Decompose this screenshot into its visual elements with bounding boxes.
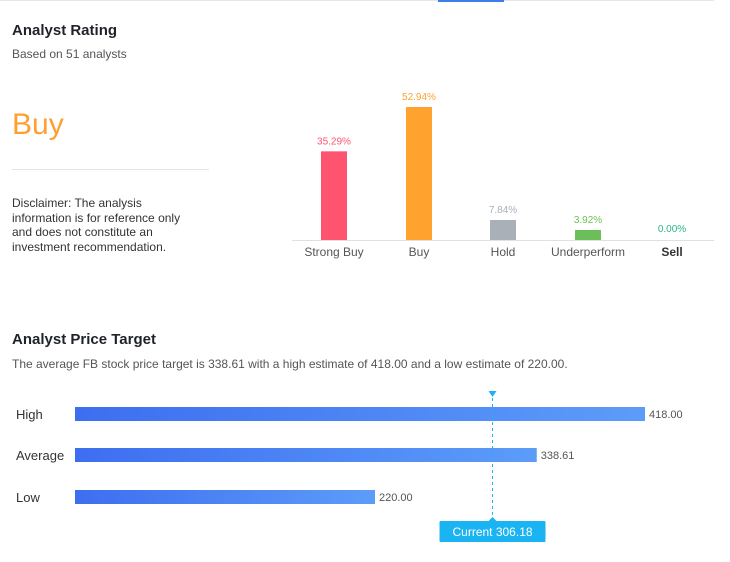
active-tab-indicator: [438, 0, 504, 2]
current-price-label: Current 306.18: [452, 525, 532, 539]
price-bar-high: [75, 407, 645, 421]
rating-value-label: 52.94%: [402, 92, 436, 103]
rating-bar-buy: [406, 107, 432, 240]
analyst-rating-title: Analyst Rating: [12, 22, 118, 39]
price-row-label-high: High: [16, 407, 43, 422]
rating-value-label: 0.00%: [658, 224, 686, 235]
current-price-pointer-icon: [488, 517, 497, 521]
price-row-label-average: Average: [16, 448, 64, 463]
analyst-count-subtitle: Based on 51 analysts: [12, 47, 127, 61]
rating-category-label: Strong Buy: [304, 245, 363, 259]
consensus-rating: Buy: [12, 108, 64, 141]
price-value-label: 338.61: [541, 450, 575, 462]
rating-value-label: 7.84%: [489, 205, 517, 216]
rating-category-label: Hold: [491, 245, 516, 259]
current-price-marker-icon: [488, 391, 497, 397]
rating-bar-strong-buy: [321, 151, 347, 240]
rating-category-label: Buy: [409, 245, 430, 259]
rating-category-label: Sell: [661, 245, 682, 259]
rating-divider: [12, 169, 209, 170]
current-price-badge: [439, 521, 546, 542]
disclaimer-text: Disclaimer: The analysis information is …: [12, 196, 181, 254]
price-bar-average: [75, 448, 537, 462]
price-bar-low: [75, 490, 375, 504]
rating-value-label: 35.29%: [317, 136, 351, 147]
price-target-description: The average FB stock price target is 338…: [12, 357, 568, 371]
price-target-title: Analyst Price Target: [12, 331, 156, 348]
price-value-label: 418.00: [649, 409, 683, 421]
rating-bar-underperform: [575, 230, 601, 240]
rating-value-label: 3.92%: [574, 215, 602, 226]
rating-bar-hold: [490, 220, 516, 240]
top-divider: [0, 0, 714, 1]
price-value-label: 220.00: [379, 492, 413, 504]
rating-category-label: Underperform: [551, 245, 625, 259]
price-row-label-low: Low: [16, 490, 40, 505]
